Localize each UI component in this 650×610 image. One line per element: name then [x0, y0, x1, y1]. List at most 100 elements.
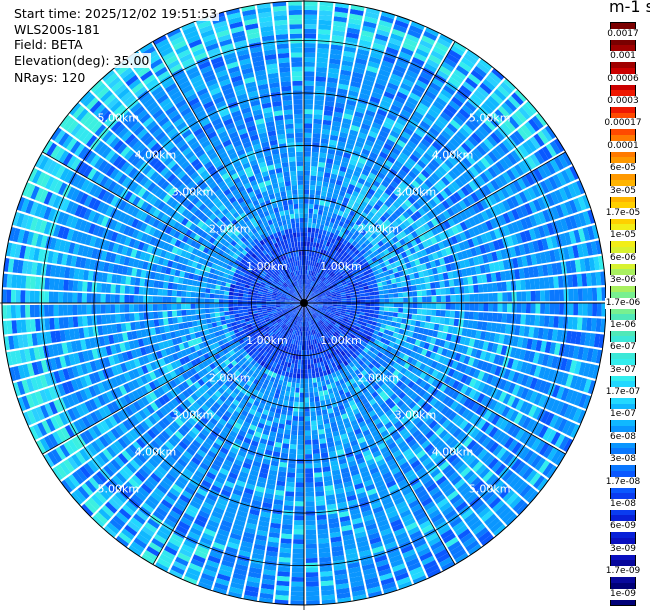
- range-gate: [478, 312, 484, 321]
- range-gate: [521, 255, 528, 267]
- range-gate: [308, 373, 312, 379]
- range-gate: [405, 122, 416, 132]
- range-gate: [351, 300, 356, 303]
- range-gate: [348, 284, 354, 289]
- range-gate: [395, 197, 404, 206]
- range-gate: [341, 294, 346, 297]
- range-gate: [321, 294, 327, 297]
- range-gate: [400, 47, 414, 57]
- range-gate: [359, 290, 365, 294]
- range-gate: [348, 18, 362, 26]
- range-gate: [304, 170, 310, 176]
- range-gate: [292, 415, 299, 421]
- range-gate: [411, 167, 421, 176]
- range-gate: [501, 102, 514, 115]
- range-gate: [308, 382, 313, 388]
- range-gate: [360, 249, 367, 255]
- range-gate: [395, 60, 408, 70]
- range-gate: [305, 293, 307, 299]
- range-gate: [479, 264, 486, 274]
- range-gate: [407, 65, 421, 75]
- range-gate: [421, 309, 427, 315]
- range-gate: [346, 188, 354, 195]
- range-gate: [383, 143, 393, 151]
- range-gate: [468, 311, 474, 320]
- range-gate: [472, 275, 478, 284]
- range-gate: [276, 575, 290, 582]
- range-gate: [569, 165, 579, 180]
- range-gate: [381, 192, 390, 200]
- range-gate: [368, 172, 377, 180]
- range-gate: [304, 392, 309, 398]
- range-gate: [286, 386, 291, 392]
- range-gate: [318, 253, 323, 259]
- range-gate: [391, 220, 399, 228]
- range-gate: [331, 168, 339, 175]
- range-gate: [497, 238, 505, 249]
- range-gate: [320, 452, 329, 458]
- range-gate: [311, 294, 316, 298]
- range-gate: [290, 591, 304, 597]
- range-gate: [364, 309, 370, 313]
- range-gate: [375, 33, 389, 42]
- range-gate: [507, 223, 515, 235]
- range-gate: [278, 466, 287, 473]
- range-gate: [311, 161, 318, 167]
- range-gate: [340, 249, 346, 255]
- range-gate: [281, 524, 293, 530]
- range-gate: [437, 203, 446, 212]
- range-gate: [342, 212, 349, 219]
- range-gate: [445, 303, 451, 310]
- range-gate: [390, 104, 402, 113]
- range-gate: [334, 278, 340, 283]
- range-gate: [396, 15, 411, 25]
- range-gate: [384, 260, 391, 266]
- range-gate: [530, 153, 541, 167]
- range-gate: [414, 259, 421, 266]
- range-gate: [476, 62, 490, 74]
- range-gate: [414, 219, 423, 228]
- range-gate: [283, 400, 289, 406]
- range-gate: [346, 305, 352, 308]
- range-gate: [423, 255, 430, 263]
- range-gate: [307, 296, 311, 300]
- range-gate: [398, 51, 412, 61]
- range-gate: [497, 303, 503, 312]
- range-gate: [374, 229, 381, 236]
- range-gate: [434, 41, 449, 53]
- range-gate: [437, 179, 447, 189]
- range-gate: [305, 294, 308, 299]
- range-gate: [315, 500, 326, 506]
- range-gate: [319, 264, 323, 270]
- range-gate: [313, 300, 318, 302]
- range-gate: [371, 279, 377, 285]
- range-gate: [472, 148, 483, 159]
- range-gate: [310, 180, 316, 186]
- range-gate: [373, 270, 379, 276]
- range-gate: [355, 294, 361, 298]
- range-gate: [407, 254, 414, 262]
- range-gate: [312, 439, 319, 445]
- range-gate: [370, 196, 379, 203]
- range-gate: [556, 172, 567, 186]
- range-gate: [381, 147, 391, 155]
- range-gate: [516, 256, 524, 268]
- range-gate: [419, 321, 426, 328]
- range-gate: [384, 275, 391, 281]
- range-gate: [301, 359, 304, 365]
- range-gate: [304, 359, 308, 365]
- range-gate: [309, 270, 313, 276]
- range-gate: [354, 275, 360, 280]
- range-gate: [376, 218, 384, 226]
- range-gate: [297, 439, 304, 445]
- range-gate: [461, 57, 475, 69]
- range-gate: [455, 223, 464, 233]
- range-gate: [464, 139, 475, 150]
- range-gate: [379, 15, 394, 24]
- range-gate: [317, 263, 321, 269]
- range-gate: [515, 232, 523, 244]
- range-gate: [353, 255, 359, 261]
- range-gate: [321, 190, 327, 197]
- range-gate: [389, 204, 397, 213]
- range-gate: [301, 364, 304, 370]
